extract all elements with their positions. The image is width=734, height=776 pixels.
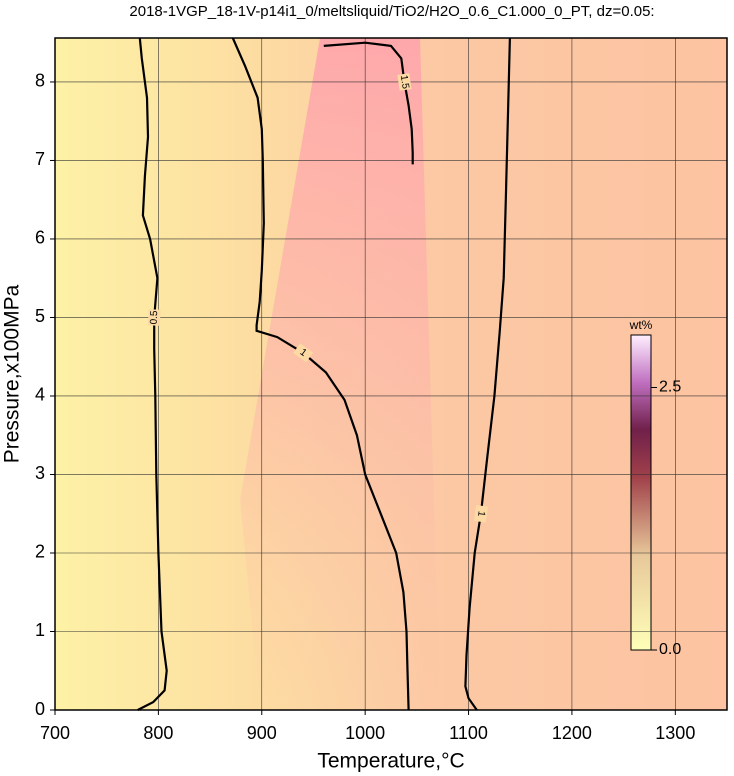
x-tick-label: 900	[247, 723, 277, 743]
x-tick-label: 700	[40, 723, 70, 743]
contour-label-bg	[397, 73, 412, 91]
contour-label-bg	[473, 505, 488, 523]
plot-area	[55, 38, 727, 710]
y-tick-label: 5	[35, 306, 45, 326]
y-tick-label: 0	[35, 699, 45, 719]
contour-label: 1	[475, 510, 487, 517]
x-axis-label: Temperature,°C	[317, 750, 464, 773]
colorbar-tick-label: 2.5	[659, 379, 681, 396]
contour-line	[231, 37, 410, 711]
colorbar-label: wt%	[629, 318, 653, 332]
contour-line	[137, 37, 168, 711]
y-tick-label: 2	[35, 542, 45, 562]
contour-label-bg	[147, 309, 161, 326]
contour-label: 1	[298, 347, 309, 359]
colorbar-tick-label: 0.0	[659, 641, 681, 658]
y-tick-label: 1	[35, 620, 45, 640]
y-tick-label: 8	[35, 71, 45, 91]
contour-label-bg	[293, 343, 314, 363]
y-tick-label: 4	[35, 385, 45, 405]
melt-field	[240, 38, 440, 710]
y-tick-label: 6	[35, 228, 45, 248]
contour-label: 1.5	[398, 74, 411, 90]
y-tick-label: 7	[35, 149, 45, 169]
plot-frame	[54, 37, 728, 711]
x-tick-label: 1100	[449, 723, 488, 743]
x-tick-label: 1000	[345, 723, 385, 743]
y-tick-label: 3	[35, 463, 45, 483]
x-tick-label: 1300	[655, 723, 695, 743]
colorbar	[630, 334, 652, 651]
x-tick-label: 800	[143, 723, 173, 743]
contour-label: 0.5	[149, 310, 161, 325]
x-tick-label: 1200	[552, 723, 592, 743]
chart-title: 2018-1VGP_18-1V-p14i1_0/meltsliquid/TiO2…	[129, 3, 654, 20]
contour-line	[464, 37, 511, 711]
y-axis-label: Pressure,x100MPa	[1, 284, 24, 463]
